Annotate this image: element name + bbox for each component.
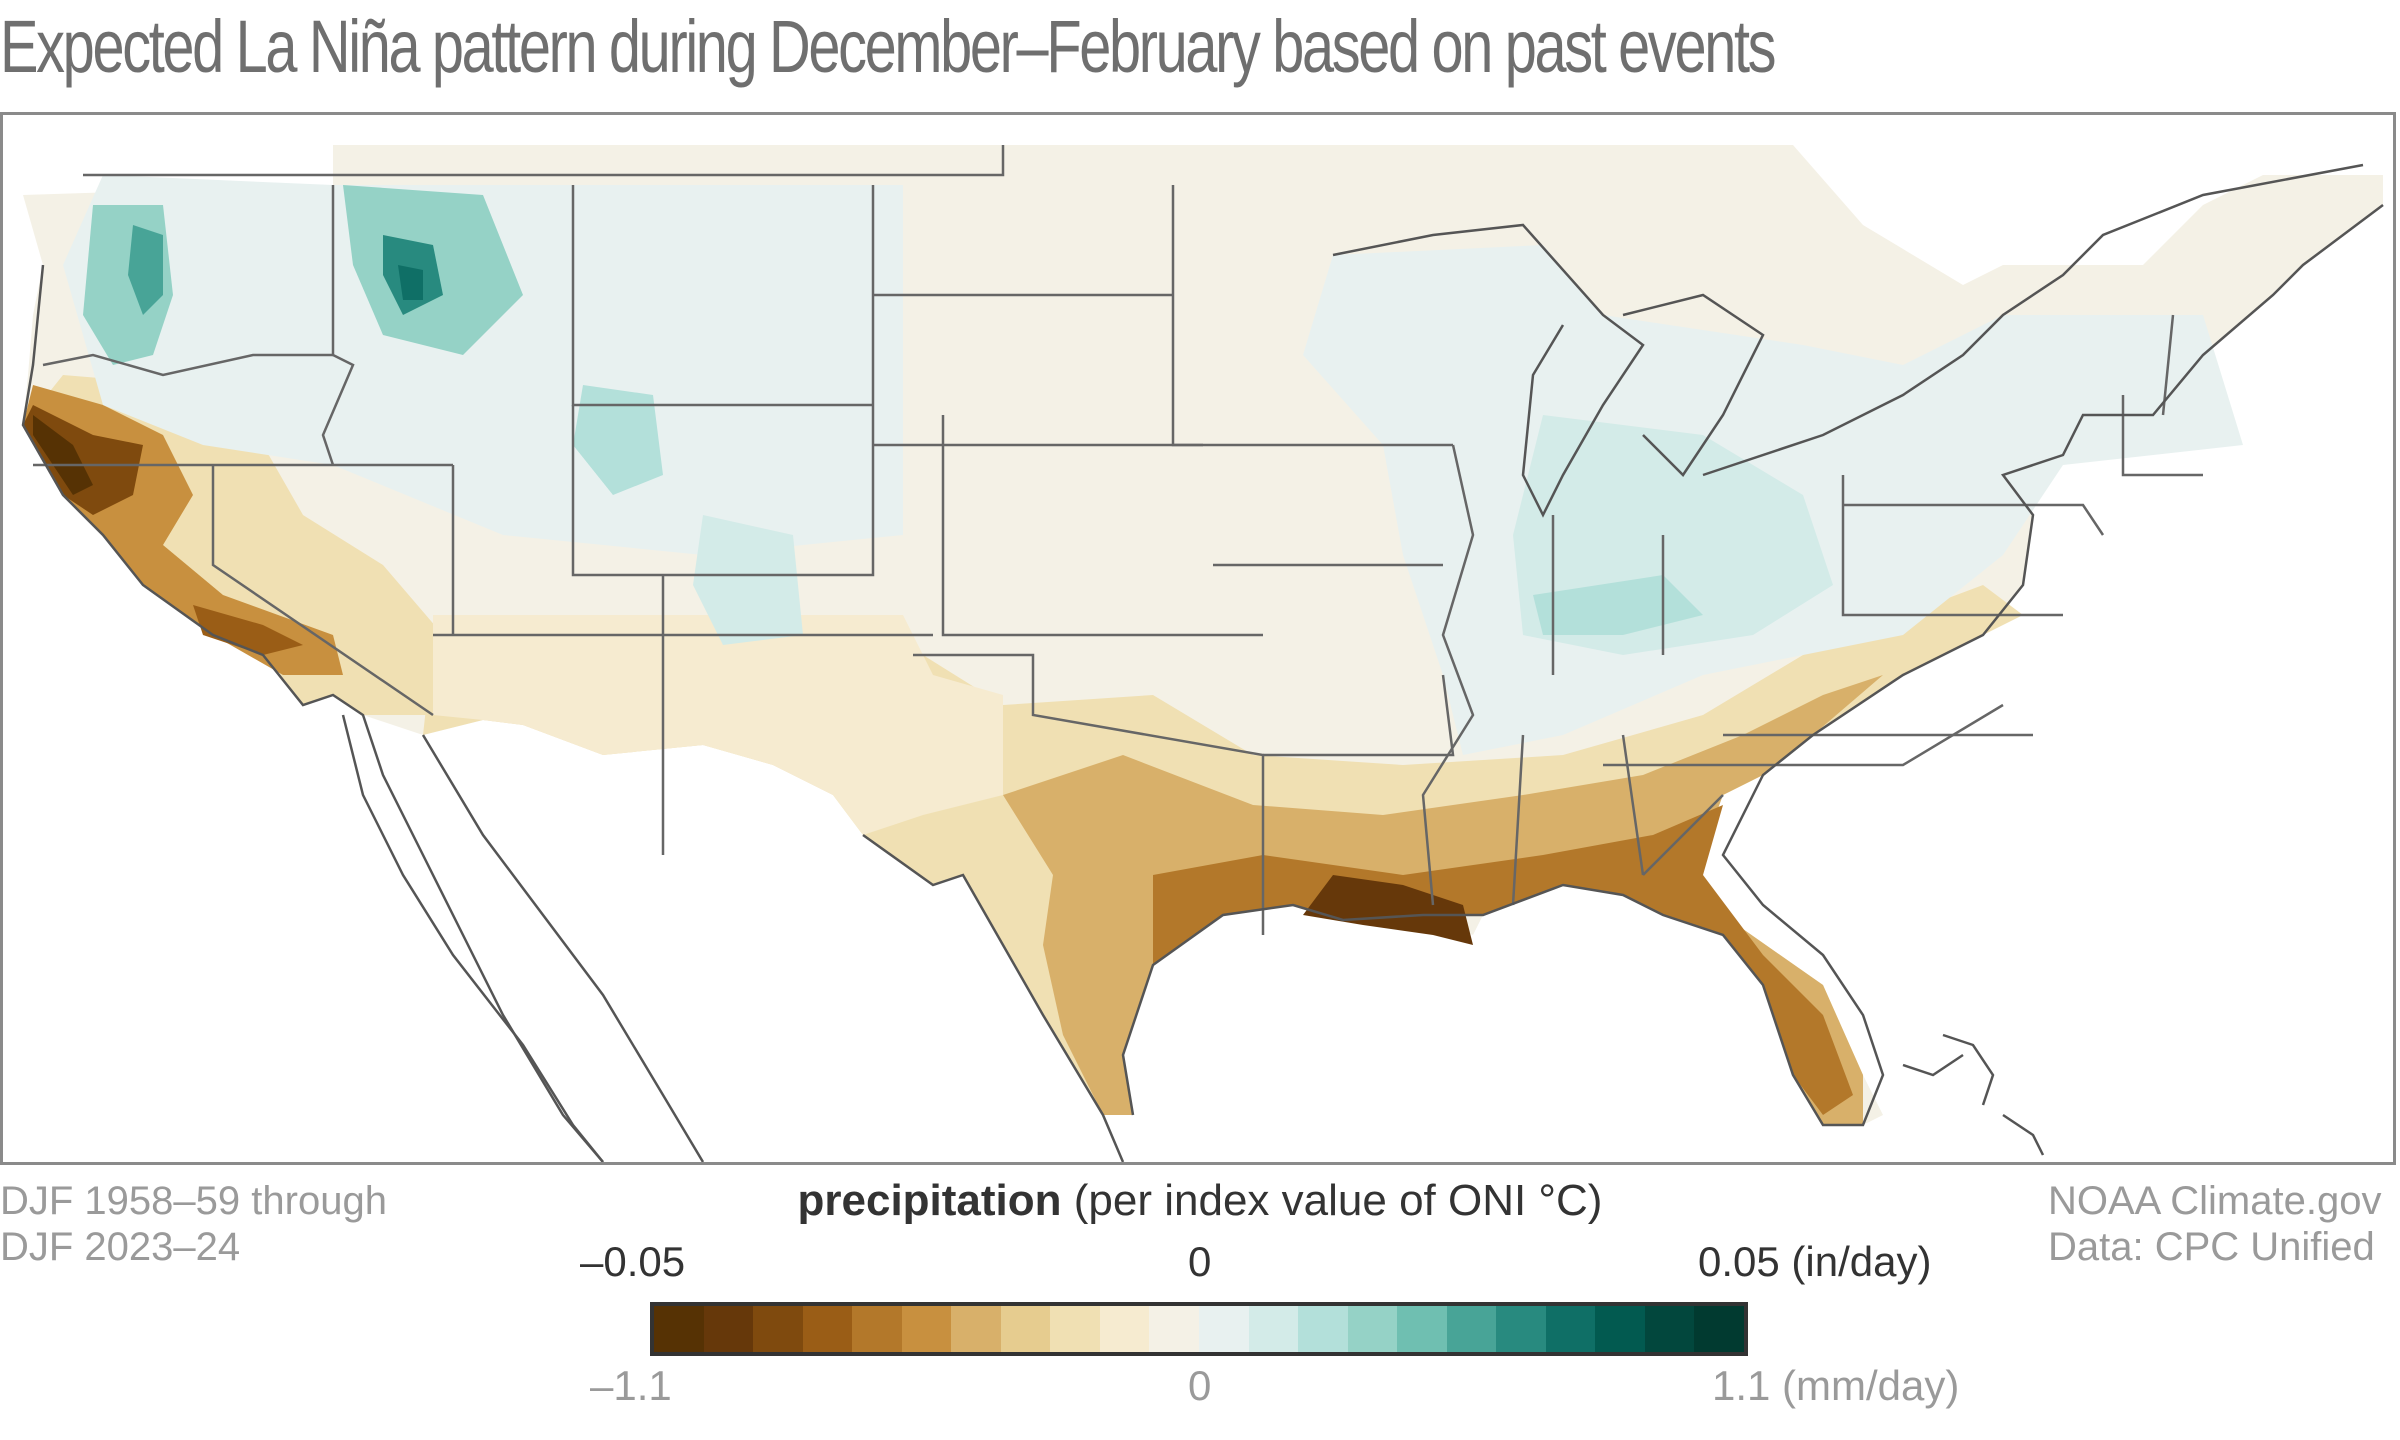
dry-socal-moderate — [193, 605, 303, 655]
il-in-border — [1551, 515, 1665, 675]
wet-idaho-peak — [398, 265, 423, 300]
colorbar-swatch — [1397, 1306, 1447, 1352]
legend-top-tick-left: –0.05 — [580, 1238, 686, 1285]
canada-border — [83, 145, 1005, 177]
colorbar-swatch — [1248, 1306, 1299, 1352]
colorbar-swatch — [753, 1306, 803, 1352]
colorbar-swatch — [1694, 1306, 1745, 1352]
colorbar-swatch — [901, 1306, 952, 1352]
mo-ar-border — [1263, 674, 1455, 757]
colorbar-swatch — [1000, 1306, 1051, 1352]
chart-title: Expected La Niña pattern during December… — [0, 5, 1777, 88]
gulf-coast — [862, 204, 2384, 1162]
colorbar-swatch — [1149, 1306, 1200, 1352]
colorbar-swatch — [1347, 1306, 1398, 1352]
dry-louisiana-extreme — [1303, 875, 1473, 945]
credit-line-1: NOAA Climate.gov — [2048, 1179, 2382, 1223]
credit-note: NOAA Climate.gov Data: CPC Unified — [2048, 1178, 2381, 1270]
id-border — [321, 185, 355, 466]
wet-kentucky — [1533, 575, 1703, 635]
wa-or-border — [42, 353, 333, 377]
dry-anomaly-regions — [23, 375, 2023, 1125]
great-lakes-shore — [1332, 163, 2364, 518]
wet-colorado — [693, 515, 803, 645]
dakotas-border — [873, 293, 1203, 447]
colorbar-swatch — [852, 1306, 902, 1352]
colorbar-swatch — [654, 1306, 704, 1352]
ok-tx-border — [913, 653, 1265, 935]
colorbar-swatch — [951, 1306, 1001, 1352]
co-ks-border — [941, 415, 1263, 637]
wet-wyoming — [573, 385, 663, 495]
colorbar-swatch — [1099, 1306, 1150, 1352]
colorbar-swatch — [703, 1306, 754, 1352]
legend-top-tick-right: 0.05 (in/day) — [1698, 1238, 1932, 1285]
pacific-coast — [21, 264, 604, 1162]
ga-sc-border — [1603, 703, 2004, 876]
colorbar-swatch — [1644, 1306, 1695, 1352]
colorbar-swatch — [802, 1306, 853, 1352]
period-note-line-2: DJF 2023–24 — [0, 1225, 241, 1269]
baja-california — [341, 714, 705, 1162]
dry-california-extreme — [33, 415, 93, 495]
ca-nv-diagonal — [211, 465, 434, 717]
ms-al-border — [1511, 734, 1645, 906]
colorbar-swatch — [1545, 1306, 1596, 1352]
precipitation-map — [21, 145, 2384, 1162]
legend-bottom-tick-center: 0 — [1188, 1362, 1212, 1409]
colorbar-swatch — [1446, 1306, 1497, 1352]
wy-co-border — [571, 185, 875, 577]
new-england-borders — [2121, 314, 2203, 477]
credit-line-2: Data: CPC Unified — [2048, 1225, 2375, 1269]
mn-ia-border — [1171, 185, 1453, 447]
legend-title-units: (per index value of ONI °C) — [1061, 1176, 1603, 1225]
period-note-line-1: DJF 1958–59 through — [0, 1179, 387, 1223]
mississippi-river — [1421, 444, 1475, 906]
legend-title: precipitation (per index value of ONI °C… — [0, 1176, 2400, 1226]
legend-title-variable: precipitation — [797, 1176, 1062, 1225]
colorbar-swatch — [1595, 1306, 1645, 1352]
state-boundaries — [33, 145, 2203, 935]
legend-bottom-tick-right: 1.1 (mm/day) — [1712, 1362, 1960, 1409]
colorbar-swatch — [1199, 1306, 1249, 1352]
pa-ny-border — [1843, 503, 2105, 536]
wet-northwest-light — [63, 175, 903, 555]
map-frame — [0, 112, 2396, 1165]
legend-bottom-tick-left: –1.1 — [590, 1362, 672, 1409]
colorbar-swatch — [1050, 1306, 1100, 1352]
period-note: DJF 1958–59 through DJF 2023–24 — [0, 1178, 387, 1270]
colorbar-swatch — [1496, 1306, 1546, 1352]
oh-pa-border — [1841, 475, 2063, 617]
legend-top-tick-center: 0 — [1188, 1238, 1212, 1285]
wet-anomaly-regions — [63, 175, 2243, 755]
coastlines — [21, 163, 2384, 1162]
wet-cascades-core — [128, 225, 163, 315]
bahamas — [1902, 1033, 2045, 1156]
colorbar-swatch — [1298, 1306, 1348, 1352]
colorbar — [650, 1302, 1748, 1356]
dry-southwest-light — [433, 615, 1003, 835]
